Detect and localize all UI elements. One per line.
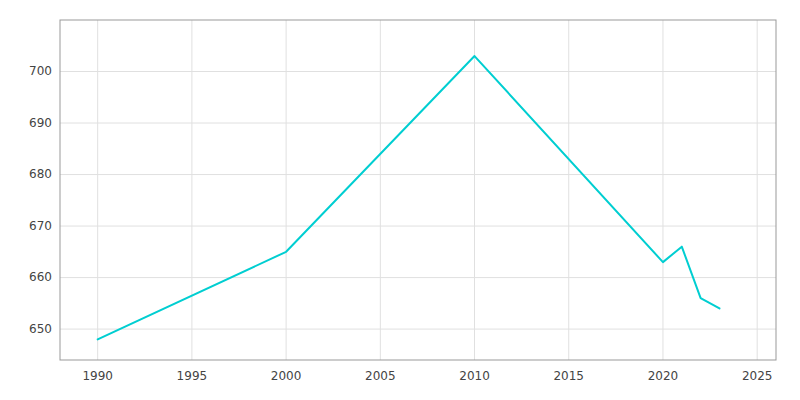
y-grid-line (60, 277, 776, 278)
x-grid-line (662, 20, 663, 360)
y-grid-line (60, 174, 776, 175)
y-grid-line (60, 226, 776, 227)
population-line (98, 56, 720, 339)
x-tick-label: 1995 (177, 369, 208, 383)
y-grid-line (60, 123, 776, 124)
y-tick-label: 690 (29, 116, 52, 130)
x-grid-line (97, 20, 98, 360)
plot-area (60, 20, 776, 360)
tick-labels: 650 660 670 680 690 700 1990 1995 2000 2005 2010 20… (29, 64, 772, 383)
x-tick-label: 1990 (82, 369, 113, 383)
x-tick-label: 2005 (365, 369, 396, 383)
chart-svg: 650 660 670 680 690 700 1990 1995 2000 2005 2010 20… (0, 0, 800, 400)
x-grid-line (286, 20, 287, 360)
series-group (98, 56, 720, 339)
y-tick-label: 700 (29, 64, 52, 78)
x-tick-label: 2010 (459, 369, 490, 383)
y-grid-line (60, 329, 776, 330)
x-tick-label: 2015 (553, 369, 584, 383)
grid (60, 20, 776, 360)
y-tick-label: 650 (29, 322, 52, 336)
x-grid-line (474, 20, 475, 360)
y-tick-label: 660 (29, 270, 52, 284)
y-tick-label: 670 (29, 219, 52, 233)
x-grid-line (191, 20, 192, 360)
x-grid-line (568, 20, 569, 360)
y-tick-label: 680 (29, 167, 52, 181)
x-tick-label: 2025 (742, 369, 773, 383)
x-tick-label: 2000 (271, 369, 302, 383)
x-tick-label: 2020 (648, 369, 679, 383)
chart-container: 650 660 670 680 690 700 1990 1995 2000 2005 2010 20… (0, 0, 800, 400)
x-grid-line (757, 20, 758, 360)
x-grid-line (380, 20, 381, 360)
y-grid-line (60, 71, 776, 72)
plot-frame (60, 20, 776, 360)
